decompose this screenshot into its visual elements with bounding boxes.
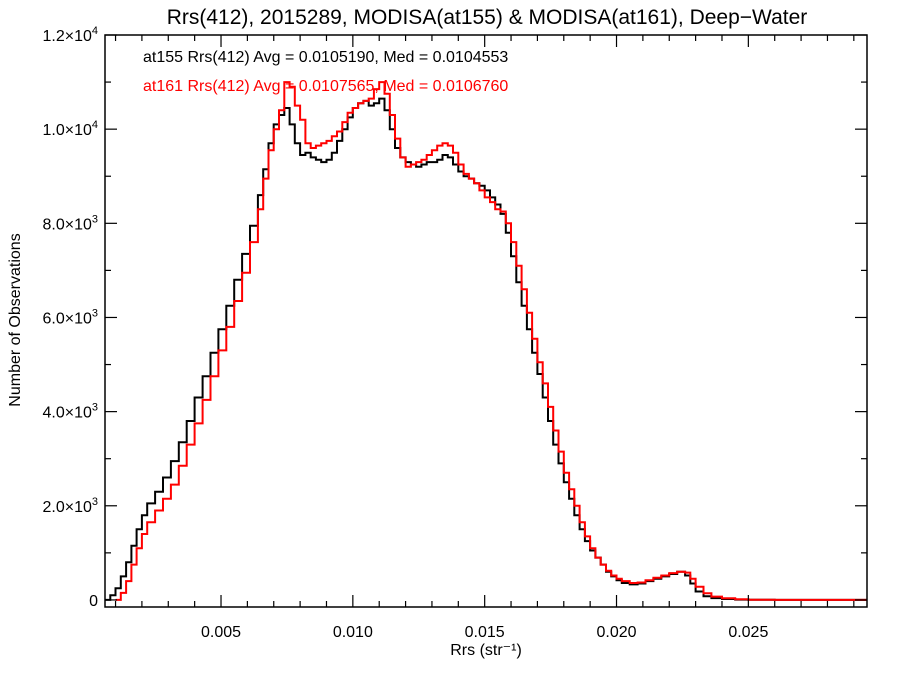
legend-entry-at155: at155 Rrs(412) Avg = 0.0105190, Med = 0.… [143,49,508,66]
x-tick-label-2: 0.015 [465,624,505,641]
y-tick-label-6: 1.2×104 [42,25,98,45]
chart-title: Rrs(412), 2015289, MODISA(at155) & MODIS… [167,6,808,29]
y-tick-label-3: 6.0×103 [42,307,98,327]
y-tick-label-1: 2.0×103 [42,496,98,516]
y-tick-label-0: 0 [89,593,98,610]
legend-entry-at161: at161 Rrs(412) Avg = 0.0107565, Med = 0.… [143,78,508,95]
x-tick-label-3: 0.020 [596,624,636,641]
x-axis-label: Rrs (str⁻¹) [450,642,522,659]
y-axis-label: Number of Observations [7,233,24,406]
y-tick-label-4: 8.0×103 [42,213,98,233]
x-tick-label-4: 0.025 [728,624,768,641]
y-tick-label-5: 1.0×104 [42,119,98,139]
x-tick-label-1: 0.010 [333,624,373,641]
x-tick-label-0: 0.005 [201,624,241,641]
ticks-layer: 0.005 0.010 0.015 0.020 0.025 0 2.0×103 4.0×103… [42,25,867,641]
plot-frame [104,34,868,608]
y-tick-label-2: 4.0×103 [42,402,98,422]
series-line-1 [115,81,867,601]
series-layer [105,81,867,601]
